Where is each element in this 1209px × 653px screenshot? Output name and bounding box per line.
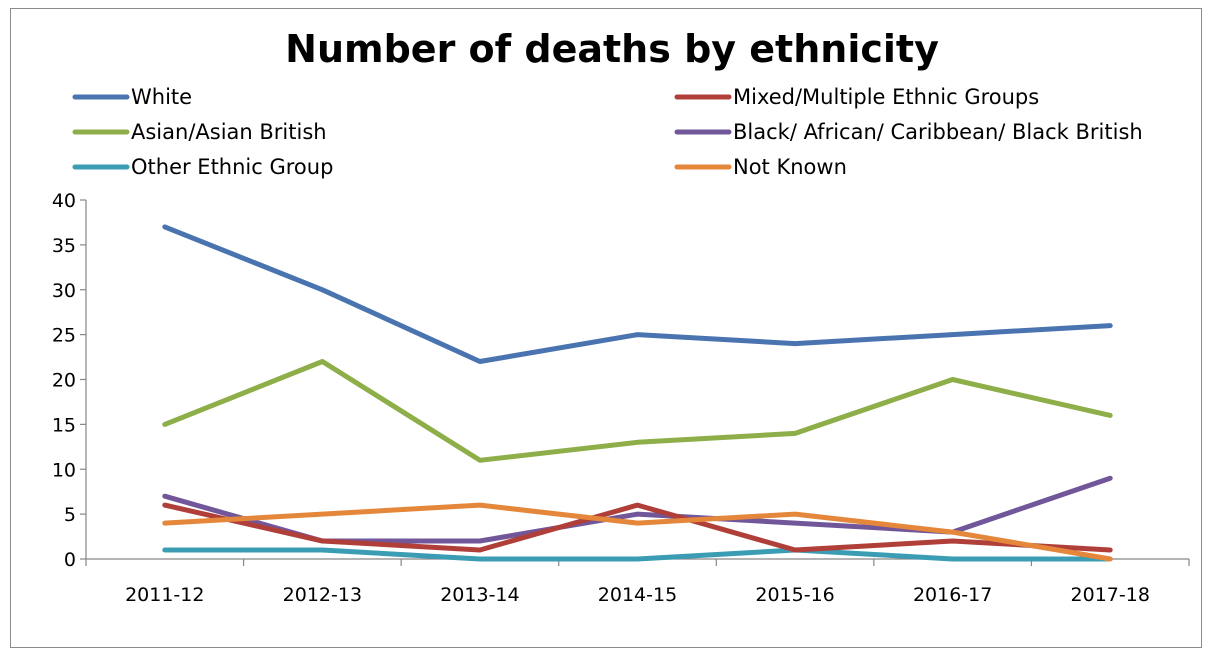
legend-item-white: White	[72, 85, 192, 109]
x-tick-label: 2012-13	[283, 584, 362, 606]
x-tick-label: 2015-16	[755, 584, 834, 606]
series-line-mixed-multiple-ethnic-groups	[162, 502, 1113, 553]
y-tick-label: 0	[64, 549, 76, 571]
x-tick-label: 2017-18	[1071, 584, 1150, 606]
legend-item-not-known: Not Known	[674, 155, 847, 179]
legend: White Mixed/Multiple Ethnic Groups Asian/A…	[72, 85, 1143, 179]
legend-label: Black/ African/ Caribbean/ Black British	[733, 120, 1143, 144]
legend-label: Asian/Asian British	[131, 120, 327, 144]
series-line-black-african-caribbean-black-british	[162, 475, 1113, 544]
series-line-other-ethnic-group	[162, 547, 1113, 562]
legend-item-other-ethnic-group: Other Ethnic Group	[72, 155, 333, 179]
x-tick-label: 2011-12	[125, 584, 204, 606]
series-line-not-known	[162, 502, 1113, 562]
x-tick-label: 2013-14	[440, 584, 519, 606]
series-line-white	[162, 224, 1113, 364]
x-ticks: 2011-12 2012-13 2013-14 2014-15 2015-16 2016-…	[85, 559, 1190, 606]
x-tick-label: 2016-17	[913, 584, 992, 606]
y-tick-label: 40	[52, 190, 76, 212]
y-tick-label: 5	[64, 504, 76, 526]
y-tick-label: 15	[52, 414, 76, 436]
legend-label: White	[131, 85, 192, 109]
series-lines	[162, 224, 1113, 562]
y-tick-label: 25	[52, 325, 76, 347]
chart-title: Number of deaths by ethnicity	[285, 27, 939, 71]
legend-label: Other Ethnic Group	[131, 155, 333, 179]
legend-item-black-african-caribbean-black-british: Black/ African/ Caribbean/ Black British	[674, 120, 1143, 144]
legend-item-mixed-multiple-ethnic-groups: Mixed/Multiple Ethnic Groups	[674, 85, 1039, 109]
y-tick-label: 20	[52, 370, 76, 392]
legend-label: Not Known	[733, 155, 847, 179]
y-tick-label: 35	[52, 235, 76, 257]
x-tick-label: 2014-15	[598, 584, 677, 606]
y-tick-label: 10	[52, 459, 76, 481]
y-tick-label: 30	[52, 280, 76, 302]
series-line-asian-asian-british	[162, 359, 1113, 463]
legend-item-asian-asian-british: Asian/Asian British	[72, 120, 327, 144]
y-ticks: 0 5 10 15 20 25 30 35 40	[52, 190, 86, 571]
legend-label: Mixed/Multiple Ethnic Groups	[733, 85, 1039, 109]
